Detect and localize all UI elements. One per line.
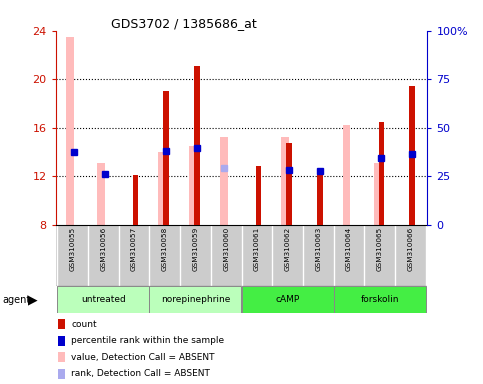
Bar (57, 286, 149, 313)
Bar (317, 171, 323, 225)
Text: untreated: untreated (81, 295, 126, 304)
Bar (220, 137, 227, 225)
Text: agent: agent (2, 295, 30, 305)
Text: GSM310061: GSM310061 (254, 227, 260, 271)
Bar (189, 146, 197, 225)
Text: GSM310064: GSM310064 (346, 227, 352, 271)
Text: GSM310062: GSM310062 (284, 227, 291, 271)
Bar (149, 286, 242, 313)
Bar (334, 286, 426, 313)
Text: GSM310059: GSM310059 (192, 227, 199, 271)
Bar (133, 175, 138, 225)
Text: forskolin: forskolin (361, 295, 399, 304)
Bar (158, 152, 166, 225)
Text: ▶: ▶ (28, 294, 38, 307)
Text: GSM310063: GSM310063 (315, 227, 321, 271)
Text: GDS3702 / 1385686_at: GDS3702 / 1385686_at (111, 17, 256, 30)
Text: cAMP: cAMP (275, 295, 300, 304)
Text: value, Detection Call = ABSENT: value, Detection Call = ABSENT (71, 353, 214, 362)
Bar (97, 163, 104, 225)
Text: GSM310065: GSM310065 (377, 227, 383, 271)
Text: GSM310057: GSM310057 (131, 227, 137, 271)
Bar (379, 122, 384, 225)
Bar (194, 66, 199, 225)
Bar (242, 286, 334, 313)
Bar (281, 137, 289, 225)
Text: GSM310066: GSM310066 (408, 227, 413, 271)
Text: GSM310056: GSM310056 (100, 227, 106, 271)
Bar (163, 91, 169, 225)
Text: rank, Detection Call = ABSENT: rank, Detection Call = ABSENT (71, 369, 210, 378)
Bar (256, 167, 261, 225)
Bar (66, 37, 74, 225)
Bar (343, 125, 351, 225)
Text: count: count (71, 320, 97, 329)
Text: norepinephrine: norepinephrine (161, 295, 230, 304)
Bar (409, 86, 415, 225)
Text: percentile rank within the sample: percentile rank within the sample (71, 336, 224, 345)
Bar (286, 144, 292, 225)
Text: GSM310055: GSM310055 (70, 227, 75, 271)
Text: GSM310060: GSM310060 (223, 227, 229, 271)
Bar (373, 163, 381, 225)
Text: GSM310058: GSM310058 (162, 227, 168, 271)
